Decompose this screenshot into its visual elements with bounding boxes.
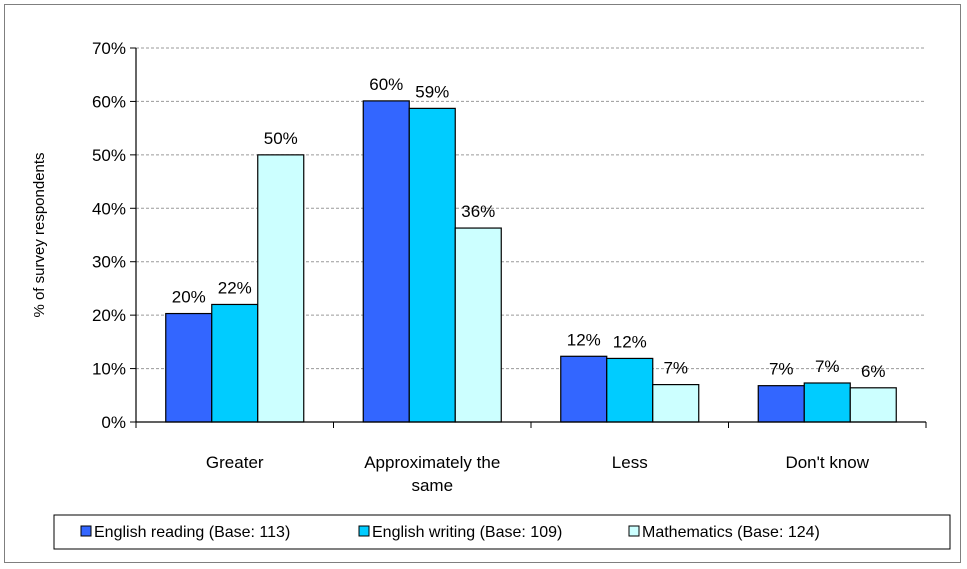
y-tick-label: 40% xyxy=(92,199,126,218)
data-label: 50% xyxy=(264,129,298,148)
bar xyxy=(560,355,608,423)
bar xyxy=(652,384,700,423)
data-label: 12% xyxy=(567,330,601,349)
data-label: 60% xyxy=(369,75,403,94)
legend-label: English reading (Base: 113) xyxy=(94,524,290,541)
legend-label: English writing (Base: 109) xyxy=(372,524,562,541)
bar xyxy=(757,385,805,423)
data-label: 7% xyxy=(815,357,840,376)
data-label: 22% xyxy=(218,278,252,297)
legend-swatch xyxy=(80,525,92,537)
data-label: 59% xyxy=(415,82,449,101)
bar xyxy=(362,100,410,423)
bar xyxy=(606,357,654,423)
category-label: Approximately the xyxy=(364,453,500,472)
category-label: Greater xyxy=(206,453,264,472)
data-labels: 20% 22% 50% 60% 59% 36% 12% 12% 7% 7% 7% 6% xyxy=(172,75,886,381)
data-label: 20% xyxy=(172,288,206,307)
axes: 0% 10% 20% 30% 40% 50% 60% 70% Greater Approximat… xyxy=(92,39,927,495)
bar xyxy=(165,312,213,423)
y-tick-label: 10% xyxy=(92,360,126,379)
data-label: 7% xyxy=(663,359,688,378)
category-label: Don't know xyxy=(785,453,869,472)
bar xyxy=(849,387,897,423)
bar xyxy=(454,227,502,423)
y-tick-label: 70% xyxy=(92,39,126,58)
data-label: 12% xyxy=(613,332,647,351)
category-label: Less xyxy=(612,453,648,472)
y-tick-label: 50% xyxy=(92,146,126,165)
y-tick-label: 0% xyxy=(101,413,126,432)
bars xyxy=(165,100,897,423)
y-tick-label: 60% xyxy=(92,92,126,111)
bar xyxy=(408,107,456,423)
y-tick-label: 20% xyxy=(92,306,126,325)
legend-swatch xyxy=(628,525,640,537)
y-tick-label: 30% xyxy=(92,253,126,272)
y-axis-title: % of survey respondents xyxy=(31,152,48,317)
category-label: same xyxy=(411,476,453,495)
bar xyxy=(803,382,851,423)
legend-swatch xyxy=(358,525,370,537)
legend: English reading (Base: 113) English writi… xyxy=(53,514,951,550)
bar xyxy=(257,154,305,423)
legend-box xyxy=(53,514,951,550)
data-label: 6% xyxy=(861,362,886,381)
data-label: 36% xyxy=(461,202,495,221)
bar xyxy=(211,303,259,423)
legend-label: Mathematics (Base: 124) xyxy=(642,524,820,541)
data-label: 7% xyxy=(769,360,794,379)
